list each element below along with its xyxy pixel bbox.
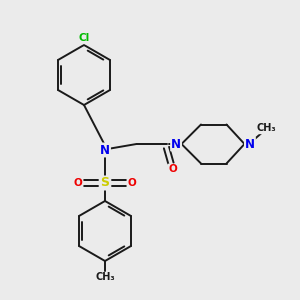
Text: O: O	[168, 164, 177, 175]
Text: O: O	[128, 178, 136, 188]
Text: CH₃: CH₃	[256, 123, 276, 134]
Text: N: N	[100, 143, 110, 157]
Text: N: N	[171, 137, 181, 151]
Text: S: S	[100, 176, 109, 190]
Text: N: N	[245, 137, 255, 151]
Text: O: O	[74, 178, 82, 188]
Text: Cl: Cl	[78, 33, 90, 43]
Text: CH₃: CH₃	[95, 272, 115, 283]
